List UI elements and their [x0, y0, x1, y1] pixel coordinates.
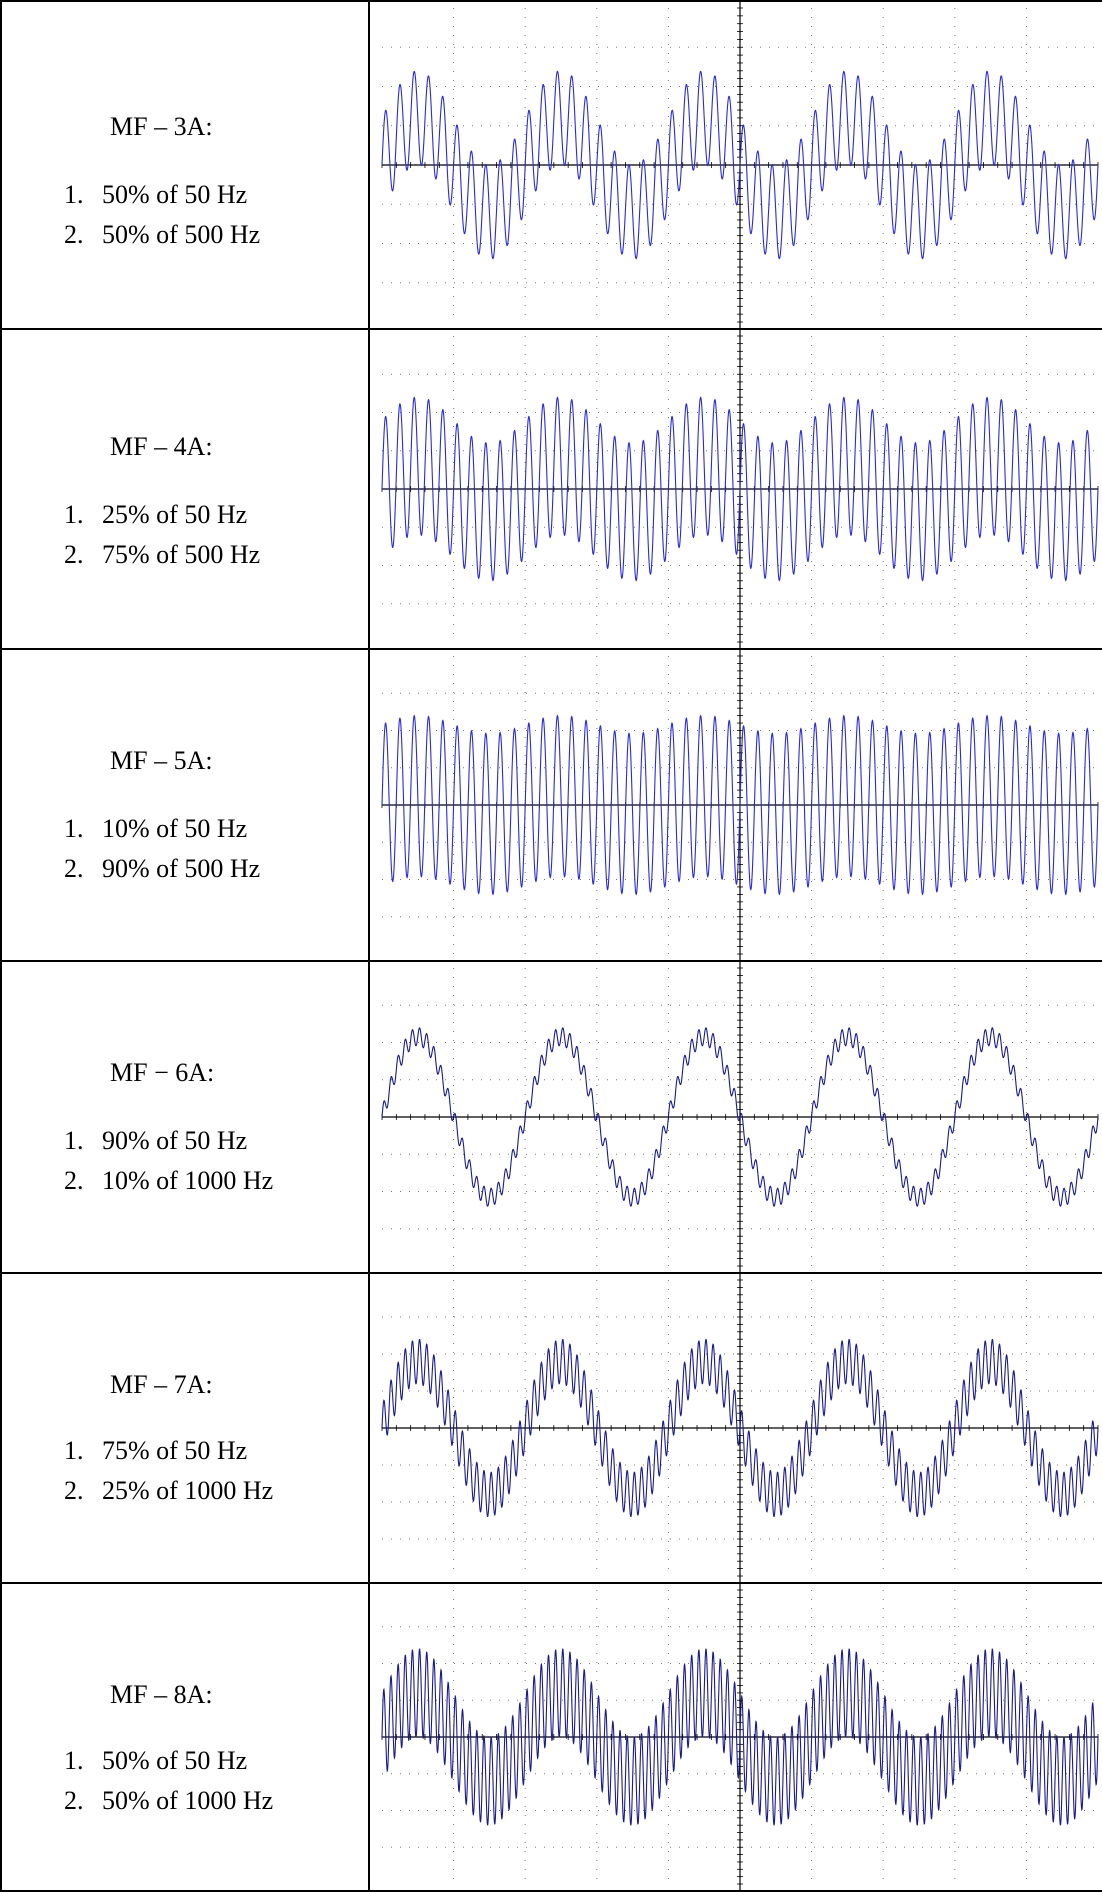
item-number: 2.: [64, 854, 84, 883]
table-row-mf-6a: MF − 6A: 1. 90% of 50 Hz 2. 10% of 1000 Hz: [0, 962, 1102, 1274]
waveform-trace: [381, 714, 1099, 896]
grid: [382, 8, 1098, 322]
description-cell: MF – 3A: 1. 50% of 50 Hz 2. 50% of 500 Hz: [0, 0, 370, 330]
waveform-trace: [381, 396, 1099, 582]
table-row-mf-8a: MF – 8A: 1. 50% of 50 Hz 2. 50% of 1000 Hz: [0, 1584, 1102, 1892]
oscilloscope-plot: [381, 2, 1099, 328]
item-text: 90% of 500 Hz: [102, 854, 261, 883]
signal-heading: MF – 3A:: [110, 112, 213, 141]
item-number: 2.: [64, 540, 84, 569]
description-cell: MF – 4A: 1. 25% of 50 Hz 2. 75% of 500 Hz: [0, 330, 370, 650]
signal-heading: MF – 5A:: [110, 746, 213, 775]
item-number: 1.: [64, 500, 84, 529]
oscilloscope-plot: [381, 330, 1099, 648]
oscilloscope-plot: [381, 962, 1099, 1272]
list-item: 2. 75% of 500 Hz: [64, 540, 260, 570]
item-text: 25% of 50 Hz: [102, 500, 248, 529]
table-row-mf-4a: MF – 4A: 1. 25% of 50 Hz 2. 75% of 500 Hz: [0, 330, 1102, 650]
waveform-trace: [381, 1648, 1099, 1826]
signal-heading: MF – 8A:: [110, 1680, 213, 1709]
list-item: 1. 75% of 50 Hz: [64, 1436, 247, 1466]
list-item: 2. 25% of 1000 Hz: [64, 1476, 273, 1506]
oscilloscope-cell: [370, 330, 1102, 650]
oscilloscope-cell: [370, 0, 1102, 330]
item-number: 2.: [64, 1786, 84, 1815]
list-item: 1. 25% of 50 Hz: [64, 500, 247, 530]
item-number: 2.: [64, 1166, 84, 1195]
item-text: 75% of 50 Hz: [102, 1436, 248, 1465]
oscilloscope-plot: [381, 1274, 1099, 1582]
oscilloscope-plot: [381, 1584, 1099, 1890]
description-cell: MF – 8A: 1. 50% of 50 Hz 2. 50% of 1000 Hz: [0, 1584, 370, 1892]
item-number: 1.: [64, 1436, 84, 1465]
list-item: 1. 90% of 50 Hz: [64, 1126, 247, 1156]
item-text: 25% of 1000 Hz: [102, 1476, 274, 1505]
item-number: 2.: [64, 220, 84, 249]
signal-heading: MF – 4A:: [110, 432, 213, 461]
signal-heading: MF – 7A:: [110, 1370, 213, 1399]
item-text: 50% of 50 Hz: [102, 180, 248, 209]
oscilloscope-plot: [381, 650, 1099, 960]
item-number: 1.: [64, 814, 84, 843]
item-text: 50% of 1000 Hz: [102, 1786, 274, 1815]
item-text: 10% of 50 Hz: [102, 814, 248, 843]
signal-heading: MF − 6A:: [110, 1058, 215, 1087]
table-row-mf-5a: MF – 5A: 1. 10% of 50 Hz 2. 90% of 500 Hz: [0, 650, 1102, 962]
oscilloscope-cell: [370, 650, 1102, 962]
list-item: 2. 50% of 500 Hz: [64, 220, 260, 250]
list-item: 1. 10% of 50 Hz: [64, 814, 247, 844]
item-number: 1.: [64, 1746, 84, 1775]
description-cell: MF – 5A: 1. 10% of 50 Hz 2. 90% of 500 Hz: [0, 650, 370, 962]
item-text: 75% of 500 Hz: [102, 540, 261, 569]
description-cell: MF – 7A: 1. 75% of 50 Hz 2. 25% of 1000 Hz: [0, 1274, 370, 1584]
waveform-trace: [381, 1338, 1099, 1518]
list-item: 1. 50% of 50 Hz: [64, 180, 247, 210]
item-text: 50% of 500 Hz: [102, 220, 261, 249]
item-text: 90% of 50 Hz: [102, 1126, 248, 1155]
item-text: 50% of 50 Hz: [102, 1746, 248, 1775]
list-item: 1. 50% of 50 Hz: [64, 1746, 247, 1776]
list-item: 2. 90% of 500 Hz: [64, 854, 260, 884]
waveform-trace: [381, 1027, 1099, 1207]
waveform-trace: [381, 70, 1099, 260]
item-number: 2.: [64, 1476, 84, 1505]
table-row-mf-3a: MF – 3A: 1. 50% of 50 Hz 2. 50% of 500 Hz: [0, 0, 1102, 330]
oscilloscope-cell: [370, 1274, 1102, 1584]
description-cell: MF − 6A: 1. 90% of 50 Hz 2. 10% of 1000 Hz: [0, 962, 370, 1274]
item-number: 1.: [64, 180, 84, 209]
table-row-mf-7a: MF – 7A: 1. 75% of 50 Hz 2. 25% of 1000 Hz: [0, 1274, 1102, 1584]
oscilloscope-cell: [370, 962, 1102, 1274]
oscilloscope-cell: [370, 1584, 1102, 1892]
list-item: 2. 50% of 1000 Hz: [64, 1786, 273, 1816]
item-number: 1.: [64, 1126, 84, 1155]
list-item: 2. 10% of 1000 Hz: [64, 1166, 273, 1196]
item-text: 10% of 1000 Hz: [102, 1166, 274, 1195]
